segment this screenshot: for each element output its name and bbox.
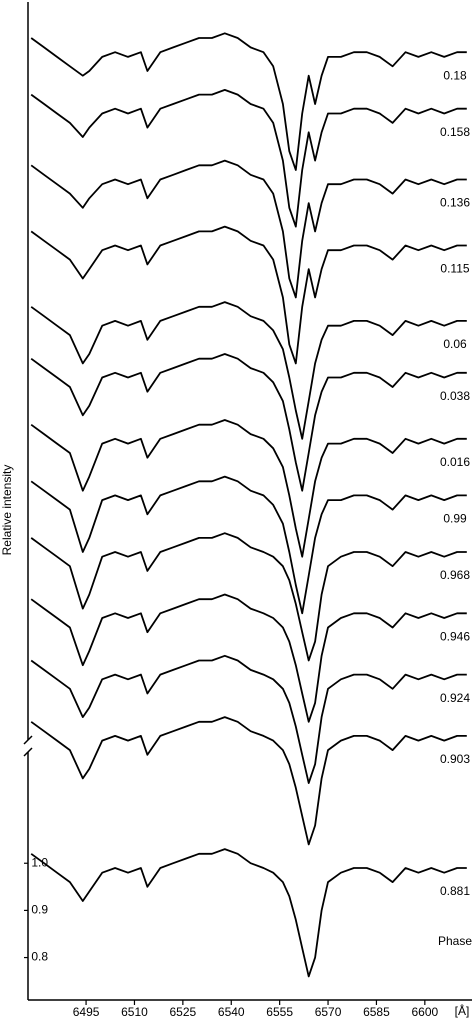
spectrum-line xyxy=(30,89,467,228)
x-tick-label: 6585 xyxy=(363,1005,390,1019)
phase-label: 0.946 xyxy=(440,629,470,643)
spectrum-line xyxy=(30,716,467,846)
spectrum-line xyxy=(30,532,467,662)
phase-label: 0.158 xyxy=(440,125,470,139)
x-tick-label: 6510 xyxy=(121,1005,148,1019)
spectrum-line xyxy=(30,353,467,492)
phase-label: 0.924 xyxy=(440,691,470,705)
phase-label: 0.038 xyxy=(440,389,470,403)
x-tick-label: 6540 xyxy=(218,1005,245,1019)
y-tick-label: 1.0 xyxy=(31,855,48,869)
phase-label: 0.136 xyxy=(440,196,470,210)
y-axis-label: Relative intensity xyxy=(0,465,14,556)
phase-label: 0.016 xyxy=(440,455,470,469)
phase-label: 0.881 xyxy=(440,884,470,898)
x-tick-label: 6600 xyxy=(411,1005,438,1019)
phase-label: 0.18 xyxy=(443,68,467,82)
x-tick-label: 6570 xyxy=(315,1005,342,1019)
axis-break xyxy=(23,747,33,757)
phase-label: 0.99 xyxy=(443,512,467,526)
x-tick-label: 6525 xyxy=(170,1005,197,1019)
spectrum-line xyxy=(30,301,467,440)
spectrum-line xyxy=(30,593,467,723)
spectrum-line xyxy=(30,654,467,784)
y-tick-label: 0.9 xyxy=(31,903,48,917)
phase-label: 0.115 xyxy=(440,262,469,276)
spectrum-line xyxy=(30,419,467,558)
spectrum-line xyxy=(30,32,467,171)
x-tick-label: 6555 xyxy=(266,1005,293,1019)
spectrum-line xyxy=(30,848,467,978)
axis-break xyxy=(23,735,33,745)
x-tick-label: 6495 xyxy=(73,1005,100,1019)
spectrum-line xyxy=(30,225,467,365)
phase-label: 0.06 xyxy=(443,337,467,351)
y-tick-label: 0.8 xyxy=(31,950,48,964)
spectrum-line xyxy=(30,159,467,299)
phase-label: 0.903 xyxy=(440,752,470,766)
annotation: Phase xyxy=(438,934,472,948)
phase-label: 0.968 xyxy=(440,568,470,582)
spectrum-line xyxy=(30,475,467,615)
x-axis-label: [Å] xyxy=(455,1003,470,1018)
